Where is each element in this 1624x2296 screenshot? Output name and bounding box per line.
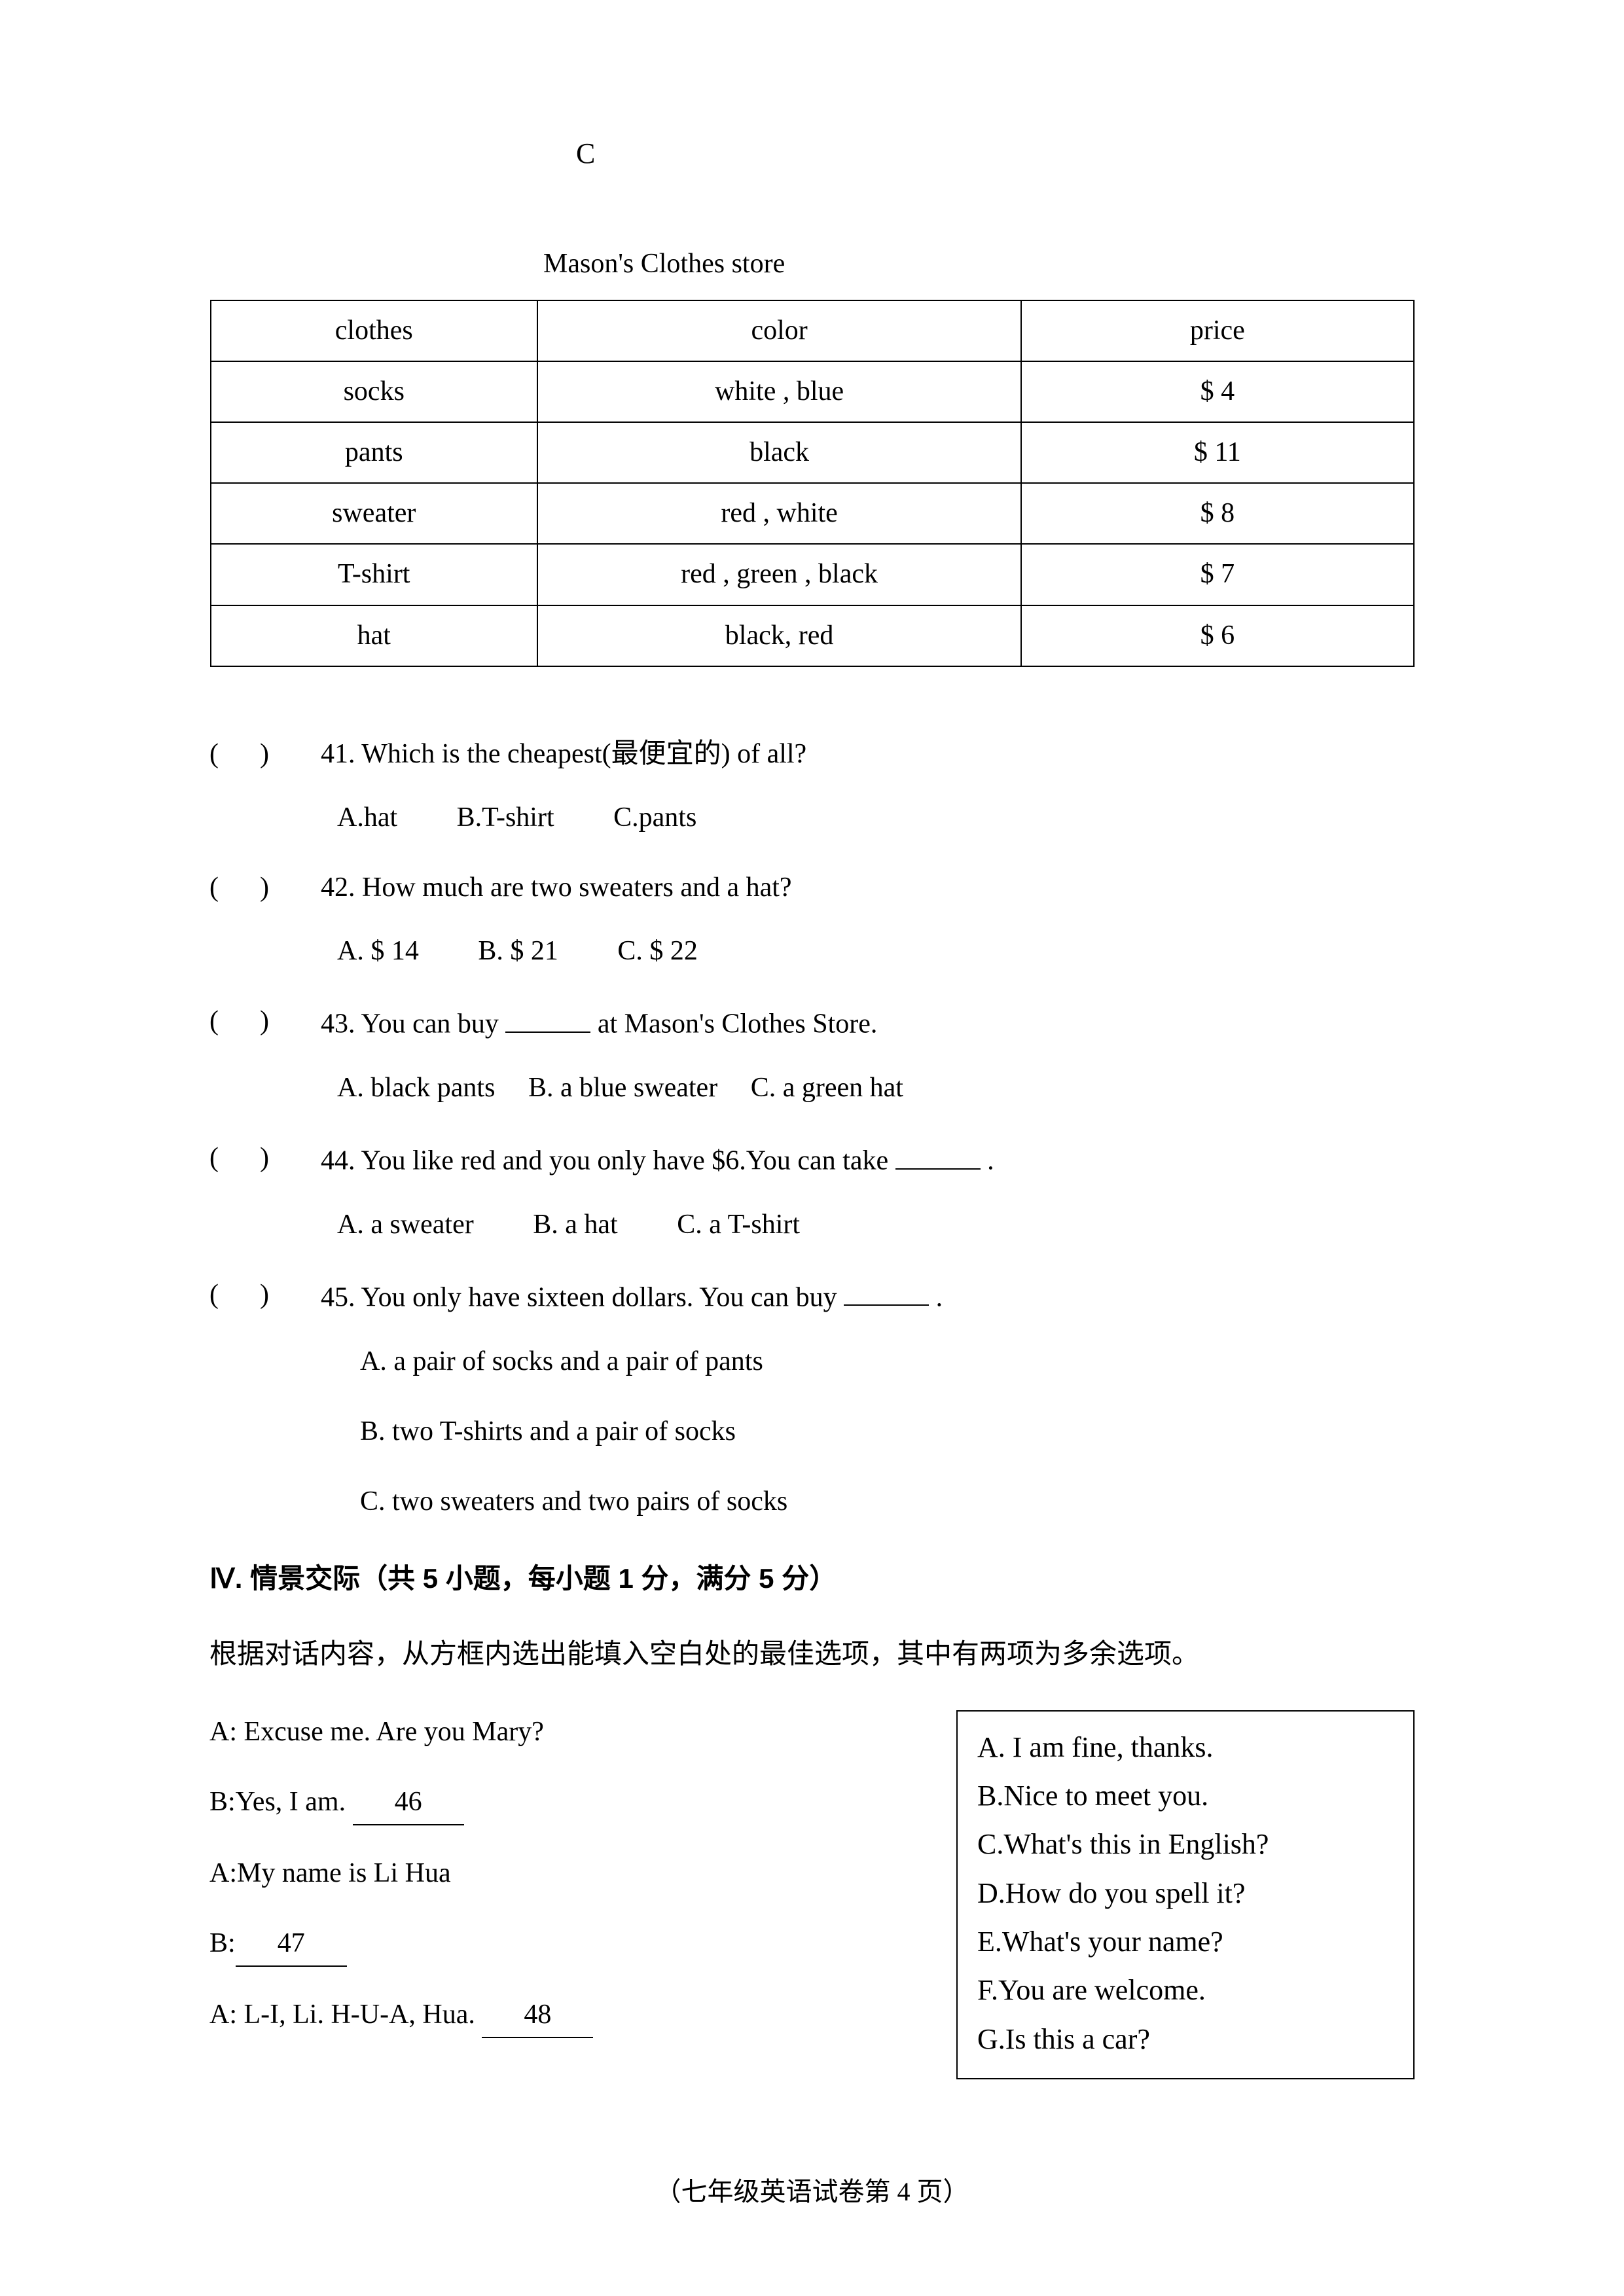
dialogue-wrap: A: Excuse me. Are you Mary? B:Yes, I am.… [209,1710,1415,2080]
section-letter: C [576,131,1415,177]
section-4-header: Ⅳ. 情景交际（共 5 小题，每小题 1 分，满分 5 分） [209,1556,1415,1600]
question-text: 43. You can buy at Mason's Clothes Store… [321,999,1415,1047]
options-row: A. black pants B. a blue sweater C. a gr… [337,1066,1415,1110]
table-header-row: clothes color price [211,300,1414,361]
option-c: C. a green hat [751,1066,903,1110]
cell-clothes: sweater [211,483,538,544]
dialogue-line: A:My name is Li Hua [209,1852,917,1895]
answer-paren[interactable]: ( ) [209,999,321,1047]
option-a: A. a sweater [337,1203,474,1247]
options-row: A. $ 14 B. $ 21 C. $ 22 [337,929,1415,973]
table-row: pants black $ 11 [211,422,1414,483]
question-44: ( ) 44. You like red and you only have $… [209,1136,1415,1247]
dialogue-column: A: Excuse me. Are you Mary? B:Yes, I am.… [209,1710,917,2065]
fill-blank-48[interactable]: 48 [482,1993,593,2038]
choice-d: D.How do you spell it? [977,1871,1394,1916]
question-45: ( ) 45. You only have sixteen dollars. Y… [209,1273,1415,1524]
clothes-table: clothes color price socks white , blue $… [210,300,1415,667]
cell-price: $ 7 [1021,544,1413,605]
cell-color: red , white [537,483,1021,544]
option-b: B. a blue sweater [528,1066,717,1110]
answer-paren[interactable]: ( ) [209,1136,321,1183]
fill-blank[interactable] [844,1273,929,1306]
option-c: C. two sweaters and two pairs of socks [360,1480,1415,1524]
fill-blank[interactable] [505,999,590,1032]
cell-price: $ 11 [1021,422,1413,483]
cell-color: red , green , black [537,544,1021,605]
th-clothes: clothes [211,300,538,361]
options-row: A.hat B.T-shirt C.pants [337,796,1415,840]
table-row: hat black, red $ 6 [211,605,1414,666]
dialogue-line: B:Yes, I am. 46 [209,1780,917,1825]
question-text: 45. You only have sixteen dollars. You c… [321,1273,1415,1320]
option-a: A. black pants [337,1066,495,1110]
section-4-instruction: 根据对话内容，从方框内选出能填入空白处的最佳选项，其中有两项为多余选项。 [209,1633,1415,1677]
cell-color: black, red [537,605,1021,666]
option-c: C. a T-shirt [677,1203,800,1247]
options-row: A. a sweater B. a hat C. a T-shirt [337,1203,1415,1247]
option-a: A.hat [337,796,397,840]
question-text: 42. How much are two sweaters and a hat? [321,866,1415,910]
option-c: C. $ 22 [617,929,698,973]
option-b: B.T-shirt [457,796,554,840]
answer-paren[interactable]: ( ) [209,732,321,776]
question-text: 44. You like red and you only have $6.Yo… [321,1136,1415,1183]
choice-f: F.You are welcome. [977,1967,1394,2013]
question-42: ( ) 42. How much are two sweaters and a … [209,866,1415,973]
table-row: sweater red , white $ 8 [211,483,1414,544]
option-a: A. $ 14 [337,929,419,973]
fill-blank-46[interactable]: 46 [353,1780,464,1825]
answer-paren[interactable]: ( ) [209,866,321,910]
option-a: A. a pair of socks and a pair of pants [360,1340,1415,1384]
choice-g: G.Is this a car? [977,2017,1394,2062]
question-text: 41. Which is the cheapest(最便宜的) of all? [321,732,1415,776]
fill-blank-47[interactable]: 47 [236,1922,347,1967]
cell-price: $ 8 [1021,483,1413,544]
answer-paren[interactable]: ( ) [209,1273,321,1320]
cell-clothes: pants [211,422,538,483]
choice-b: B.Nice to meet you. [977,1773,1394,1819]
option-b: B. a hat [533,1203,617,1247]
option-b: B. $ 21 [478,929,558,973]
table-row: socks white , blue $ 4 [211,361,1414,422]
cell-clothes: socks [211,361,538,422]
th-price: price [1021,300,1413,361]
choice-c: C.What's this in English? [977,1821,1394,1867]
option-c: C.pants [613,796,696,840]
question-43: ( ) 43. You can buy at Mason's Clothes S… [209,999,1415,1110]
table-row: T-shirt red , green , black $ 7 [211,544,1414,605]
cell-price: $ 6 [1021,605,1413,666]
cell-clothes: hat [211,605,538,666]
cell-color: black [537,422,1021,483]
question-41: ( ) 41. Which is the cheapest(最便宜的) of a… [209,732,1415,840]
th-color: color [537,300,1021,361]
choice-a: A. I am fine, thanks. [977,1725,1394,1770]
dialogue-line: A: L-I, Li. H-U-A, Hua. 48 [209,1993,917,2038]
dialogue-line: B:47 [209,1922,917,1967]
cell-price: $ 4 [1021,361,1413,422]
fill-blank[interactable] [895,1136,981,1169]
options-vertical: A. a pair of socks and a pair of pants B… [209,1340,1415,1524]
dialogue-line: A: Excuse me. Are you Mary? [209,1710,917,1754]
page-footer: （七年级英语试卷第 4 页） [209,2171,1415,2213]
choice-e: E.What's your name? [977,1919,1394,1965]
option-b: B. two T-shirts and a pair of socks [360,1410,1415,1454]
cell-color: white , blue [537,361,1021,422]
table-title: Mason's Clothes store [543,242,1415,286]
cell-clothes: T-shirt [211,544,538,605]
choices-box: A. I am fine, thanks. B.Nice to meet you… [956,1710,1415,2080]
